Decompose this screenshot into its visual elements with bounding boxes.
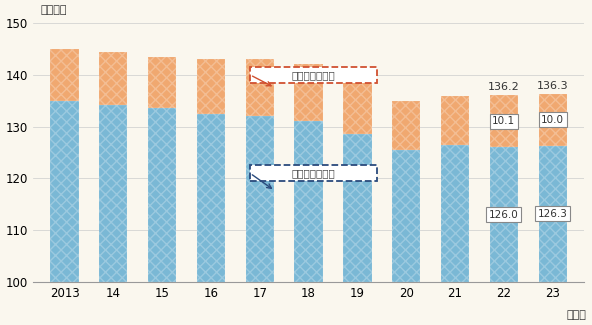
Bar xyxy=(490,95,518,147)
Text: 136.3: 136.3 xyxy=(537,81,568,91)
Bar xyxy=(343,134,372,282)
Bar xyxy=(148,109,176,282)
Bar xyxy=(250,67,377,83)
Bar xyxy=(441,145,469,282)
Bar xyxy=(148,57,176,109)
Bar xyxy=(246,59,274,116)
Text: 所定外労働時間: 所定外労働時間 xyxy=(292,70,335,80)
Bar xyxy=(99,105,127,282)
Bar xyxy=(392,150,420,282)
Bar xyxy=(539,146,567,282)
Text: 126.3: 126.3 xyxy=(538,209,568,219)
Bar xyxy=(50,101,79,282)
Text: （年）: （年） xyxy=(567,310,587,320)
Text: （時間）: （時間） xyxy=(40,5,67,15)
Bar xyxy=(441,145,469,282)
Bar xyxy=(197,59,225,114)
Bar xyxy=(490,147,518,282)
Bar xyxy=(294,122,323,282)
Bar xyxy=(539,94,567,146)
Text: 10.1: 10.1 xyxy=(493,116,516,126)
Bar xyxy=(539,94,567,146)
Bar xyxy=(148,57,176,109)
Bar xyxy=(392,101,420,150)
Bar xyxy=(99,105,127,282)
Bar xyxy=(343,80,372,134)
Bar xyxy=(246,116,274,282)
Bar xyxy=(50,49,79,101)
Bar xyxy=(50,101,79,282)
Bar xyxy=(197,114,225,282)
Bar xyxy=(197,59,225,114)
Bar xyxy=(197,114,225,282)
Bar xyxy=(294,64,323,122)
Bar xyxy=(99,52,127,105)
Bar xyxy=(294,122,323,282)
Bar xyxy=(343,80,372,134)
Bar xyxy=(250,165,377,181)
Text: 136.2: 136.2 xyxy=(488,83,520,92)
Bar xyxy=(294,64,323,122)
Bar xyxy=(343,134,372,282)
Text: 126.0: 126.0 xyxy=(489,210,519,220)
Text: 10.0: 10.0 xyxy=(541,115,564,125)
Bar xyxy=(539,146,567,282)
Bar xyxy=(99,52,127,105)
Bar xyxy=(392,101,420,150)
Bar xyxy=(246,116,274,282)
Bar xyxy=(50,49,79,101)
Bar xyxy=(441,96,469,145)
Bar xyxy=(490,95,518,147)
Bar xyxy=(392,150,420,282)
Bar xyxy=(148,109,176,282)
Bar xyxy=(246,59,274,116)
Bar xyxy=(441,96,469,145)
Text: 所定内労働時間: 所定内労働時間 xyxy=(292,168,335,178)
Bar xyxy=(490,147,518,282)
